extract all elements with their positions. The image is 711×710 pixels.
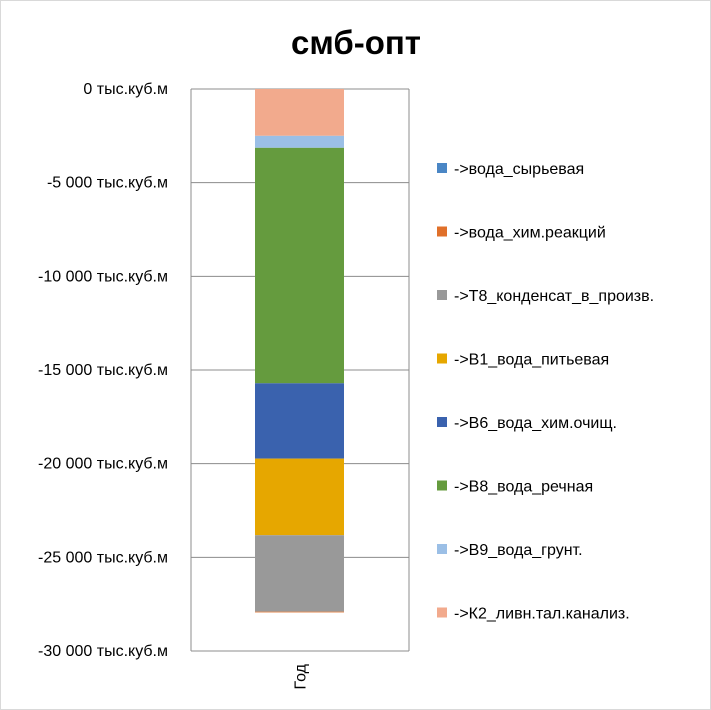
legend-swatch: [437, 163, 447, 173]
legend-entry: ->В9_вода_грунт.: [454, 542, 583, 559]
plot-border: [190, 89, 410, 651]
bar-segment: [255, 611, 344, 613]
bars: [255, 89, 344, 613]
legend-entry: ->В8_вода_речная: [454, 479, 593, 496]
legend-swatch: [437, 544, 447, 554]
chart-title: смб-опт: [291, 24, 421, 61]
bar-segment: [255, 147, 344, 384]
y-tick-label: -30 000 тыс.куб.м: [38, 643, 168, 660]
legend: ->вода_сырьевая ->вода_хим.реакций ->Т8_ко…: [437, 161, 654, 623]
bar-segment: [255, 383, 344, 459]
legend-swatch: [437, 417, 447, 427]
legend-swatch: [437, 353, 447, 364]
legend-swatch: [437, 480, 447, 491]
bar-segment: [255, 89, 344, 136]
y-axis-tick-labels: 0 тыс.куб.м -5 000 тыс.куб.м -10 000 тыс.к…: [38, 81, 168, 660]
legend-swatch: [437, 226, 447, 237]
y-tick-label: -25 000 тыс.куб.м: [38, 549, 168, 566]
bar-segment: [255, 458, 344, 536]
legend-swatch: [437, 607, 447, 618]
legend-entry: ->К2_ливн.тал.канализ.: [454, 606, 630, 623]
y-tick-label: -5 000 тыс.куб.м: [47, 175, 168, 192]
y-tick-label: 0 тыс.куб.м: [83, 81, 168, 98]
x-axis-category-labels: Год: [293, 663, 310, 689]
y-tick-label: -10 000 тыс.куб.м: [38, 268, 168, 285]
bar-segment: [255, 535, 344, 612]
legend-entry: ->вода_сырьевая: [454, 161, 584, 178]
legend-entry: ->В1_вода_питьевая: [454, 352, 609, 369]
x-category-label: Год: [293, 663, 310, 689]
bar-segment: [255, 135, 344, 148]
legend-entry: ->В6_вода_хим.очищ.: [454, 415, 617, 432]
legend-entry: ->вода_хим.реакций: [454, 225, 606, 242]
legend-swatch: [437, 290, 447, 300]
y-tick-label: -15 000 тыс.куб.м: [38, 362, 168, 379]
legend-entry: ->Т8_конденсат_в_произв.: [454, 288, 654, 305]
y-tick-label: -20 000 тыс.куб.м: [38, 456, 168, 473]
